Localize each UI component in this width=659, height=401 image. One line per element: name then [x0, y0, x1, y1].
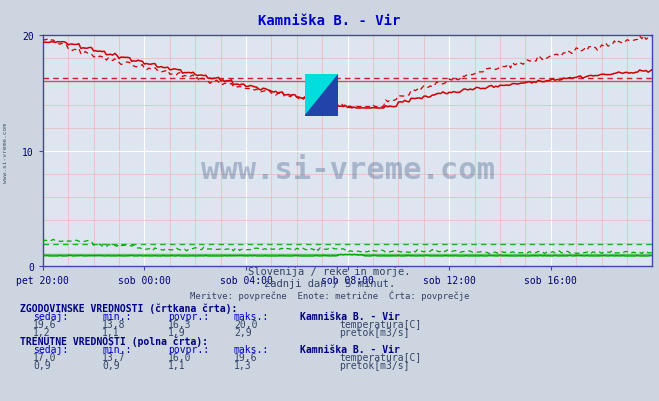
Text: maks.:: maks.: [234, 344, 269, 354]
Text: Kamniška B. - Vir: Kamniška B. - Vir [300, 311, 400, 321]
Text: 13,8: 13,8 [102, 319, 126, 329]
Text: 19,6: 19,6 [234, 352, 258, 362]
Text: sedaj:: sedaj: [33, 311, 68, 321]
Text: pretok[m3/s]: pretok[m3/s] [339, 360, 410, 370]
Text: 16,3: 16,3 [168, 319, 192, 329]
Text: 19,6: 19,6 [33, 319, 57, 329]
Text: Slovenija / reke in morje.: Slovenija / reke in morje. [248, 267, 411, 277]
Text: 1,2: 1,2 [33, 327, 51, 337]
Text: www.si-vreme.com: www.si-vreme.com [200, 155, 495, 184]
Text: 13,7: 13,7 [102, 352, 126, 362]
Polygon shape [305, 75, 339, 117]
Text: povpr.:: povpr.: [168, 311, 209, 321]
Text: TRENUTNE VREDNOSTI (polna črta):: TRENUTNE VREDNOSTI (polna črta): [20, 336, 208, 346]
Text: 20,0: 20,0 [234, 319, 258, 329]
Text: 1,1: 1,1 [168, 360, 186, 370]
Text: temperatura[C]: temperatura[C] [339, 352, 422, 362]
Text: Meritve: povprečne  Enote: metrične  Črta: povprečje: Meritve: povprečne Enote: metrične Črta:… [190, 290, 469, 301]
Text: 1,3: 1,3 [234, 360, 252, 370]
Text: temperatura[C]: temperatura[C] [339, 319, 422, 329]
Text: ZGODOVINSKE VREDNOSTI (črtkana črta):: ZGODOVINSKE VREDNOSTI (črtkana črta): [20, 302, 237, 313]
Polygon shape [305, 75, 339, 117]
Text: zadnji dan / 5 minut.: zadnji dan / 5 minut. [264, 279, 395, 289]
Text: povpr.:: povpr.: [168, 344, 209, 354]
Text: 0,9: 0,9 [33, 360, 51, 370]
Text: www.si-vreme.com: www.si-vreme.com [3, 122, 8, 182]
Text: 1,9: 1,9 [168, 327, 186, 337]
Text: 2,9: 2,9 [234, 327, 252, 337]
Text: maks.:: maks.: [234, 311, 269, 321]
Text: Kamniška B. - Vir: Kamniška B. - Vir [258, 14, 401, 28]
Text: 0,9: 0,9 [102, 360, 120, 370]
Text: 1,1: 1,1 [102, 327, 120, 337]
Text: 17,0: 17,0 [33, 352, 57, 362]
Polygon shape [305, 75, 339, 117]
Text: min.:: min.: [102, 344, 132, 354]
Text: sedaj:: sedaj: [33, 344, 68, 354]
Text: 16,0: 16,0 [168, 352, 192, 362]
Text: pretok[m3/s]: pretok[m3/s] [339, 327, 410, 337]
Text: min.:: min.: [102, 311, 132, 321]
Text: Kamniška B. - Vir: Kamniška B. - Vir [300, 344, 400, 354]
